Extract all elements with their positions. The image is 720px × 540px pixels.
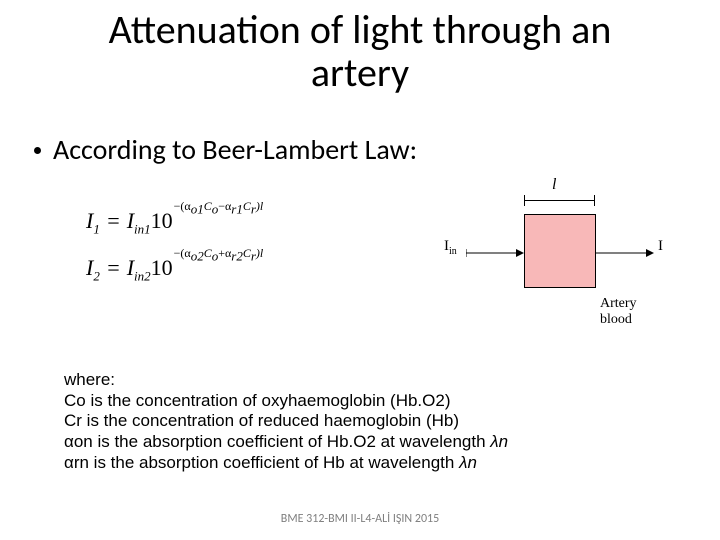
eq2-exp-close: )l [256, 246, 263, 260]
bullet-text: According to Beer-Lambert Law: [53, 132, 417, 167]
where-line-2: Cr is the concentration of reduced haemo… [64, 411, 508, 432]
equation-1: I1 = Iin1 10 −(αo1Co−αr1Cr)l [86, 210, 263, 235]
i-in-sub: in [449, 246, 457, 257]
eq2-exp-r: r2 [231, 249, 243, 264]
eq2-ten: 10 [151, 257, 173, 279]
eq2-exp-c1: C [204, 246, 212, 260]
i-in-label: Iin [444, 238, 457, 257]
eq2-equals: = [106, 257, 121, 279]
equations-block: I1 = Iin1 10 −(αo1Co−αr1Cr)l I2 = Iin2 1… [86, 210, 263, 305]
eq2-rhs-base: I [127, 255, 134, 280]
arrow-in-icon [466, 247, 524, 259]
where-line-1: Co is the concentration of oxyhaemoglobi… [64, 391, 508, 412]
title-line-1: Attenuation of light through an [109, 5, 612, 54]
eq1-exponent: −(αo1Co−αr1Cr)l [174, 200, 264, 215]
eq1-exp-close: )l [256, 199, 263, 213]
length-bar [524, 200, 594, 201]
slide-footer: BME 312-BMI II-L4-ALİ IŞIN 2015 [0, 512, 720, 526]
eq1-exp-a: −(α [174, 199, 191, 213]
artery-diagram: l Iin I Artery blood [426, 178, 676, 328]
eq1-lhs-sub: 1 [93, 221, 100, 236]
eq1-exp-c1: C [204, 199, 212, 213]
eq2-exp-o: o2 [191, 249, 204, 264]
eq1-equals: = [106, 210, 121, 232]
bullet-row: According to Beer-Lambert Law: [34, 132, 417, 167]
slide-title: Attenuation of light through an artery [0, 8, 720, 94]
eq1-exp-c2: C [243, 199, 251, 213]
caption-line-1: Artery [600, 296, 637, 311]
where-l3-b: λn [490, 432, 508, 451]
length-label: l [552, 176, 556, 194]
eq2-exp-a: −(α [174, 246, 191, 260]
where-line-3: αon is the absorption coefficient of Hb.… [64, 432, 508, 453]
eq1-exp-r: r1 [231, 201, 243, 216]
eq1-exp-o: o1 [191, 201, 204, 216]
where-l3-a: αon is the absorption coefficient of Hb.… [64, 432, 490, 451]
arrow-out-icon [596, 247, 654, 259]
eq2-exp-dash: +α [218, 246, 231, 260]
i-out-label: I [658, 238, 663, 255]
diagram-caption: Artery blood [600, 296, 637, 328]
where-l4-a: αrn is the absorption coefficient of Hb … [64, 453, 459, 472]
length-tick-right [594, 195, 595, 206]
eq2-exp-c2: C [243, 246, 251, 260]
bullet-dot-icon [34, 147, 41, 154]
equation-2: I2 = Iin2 10 −(αo2Co+αr2Cr)l [86, 257, 263, 282]
eq2-exponent: −(αo2Co+αr2Cr)l [174, 247, 264, 262]
where-line-4: αrn is the absorption coefficient of Hb … [64, 453, 508, 474]
eq1-rhs-base: I [127, 208, 134, 233]
eq1-ten: 10 [151, 210, 173, 232]
caption-line-2: blood [600, 312, 632, 327]
artery-box [524, 214, 596, 288]
where-block: where: Co is the concentration of oxyhae… [64, 370, 508, 474]
where-line-0: where: [64, 370, 508, 391]
eq2-lhs-sub: 2 [93, 269, 100, 284]
where-l4-b: λn [459, 453, 477, 472]
eq1-rhs-sub: in1 [134, 221, 151, 236]
eq2-rhs-sub: in2 [134, 269, 151, 284]
title-line-2: artery [311, 48, 409, 97]
eq1-exp-dash: −α [218, 199, 231, 213]
